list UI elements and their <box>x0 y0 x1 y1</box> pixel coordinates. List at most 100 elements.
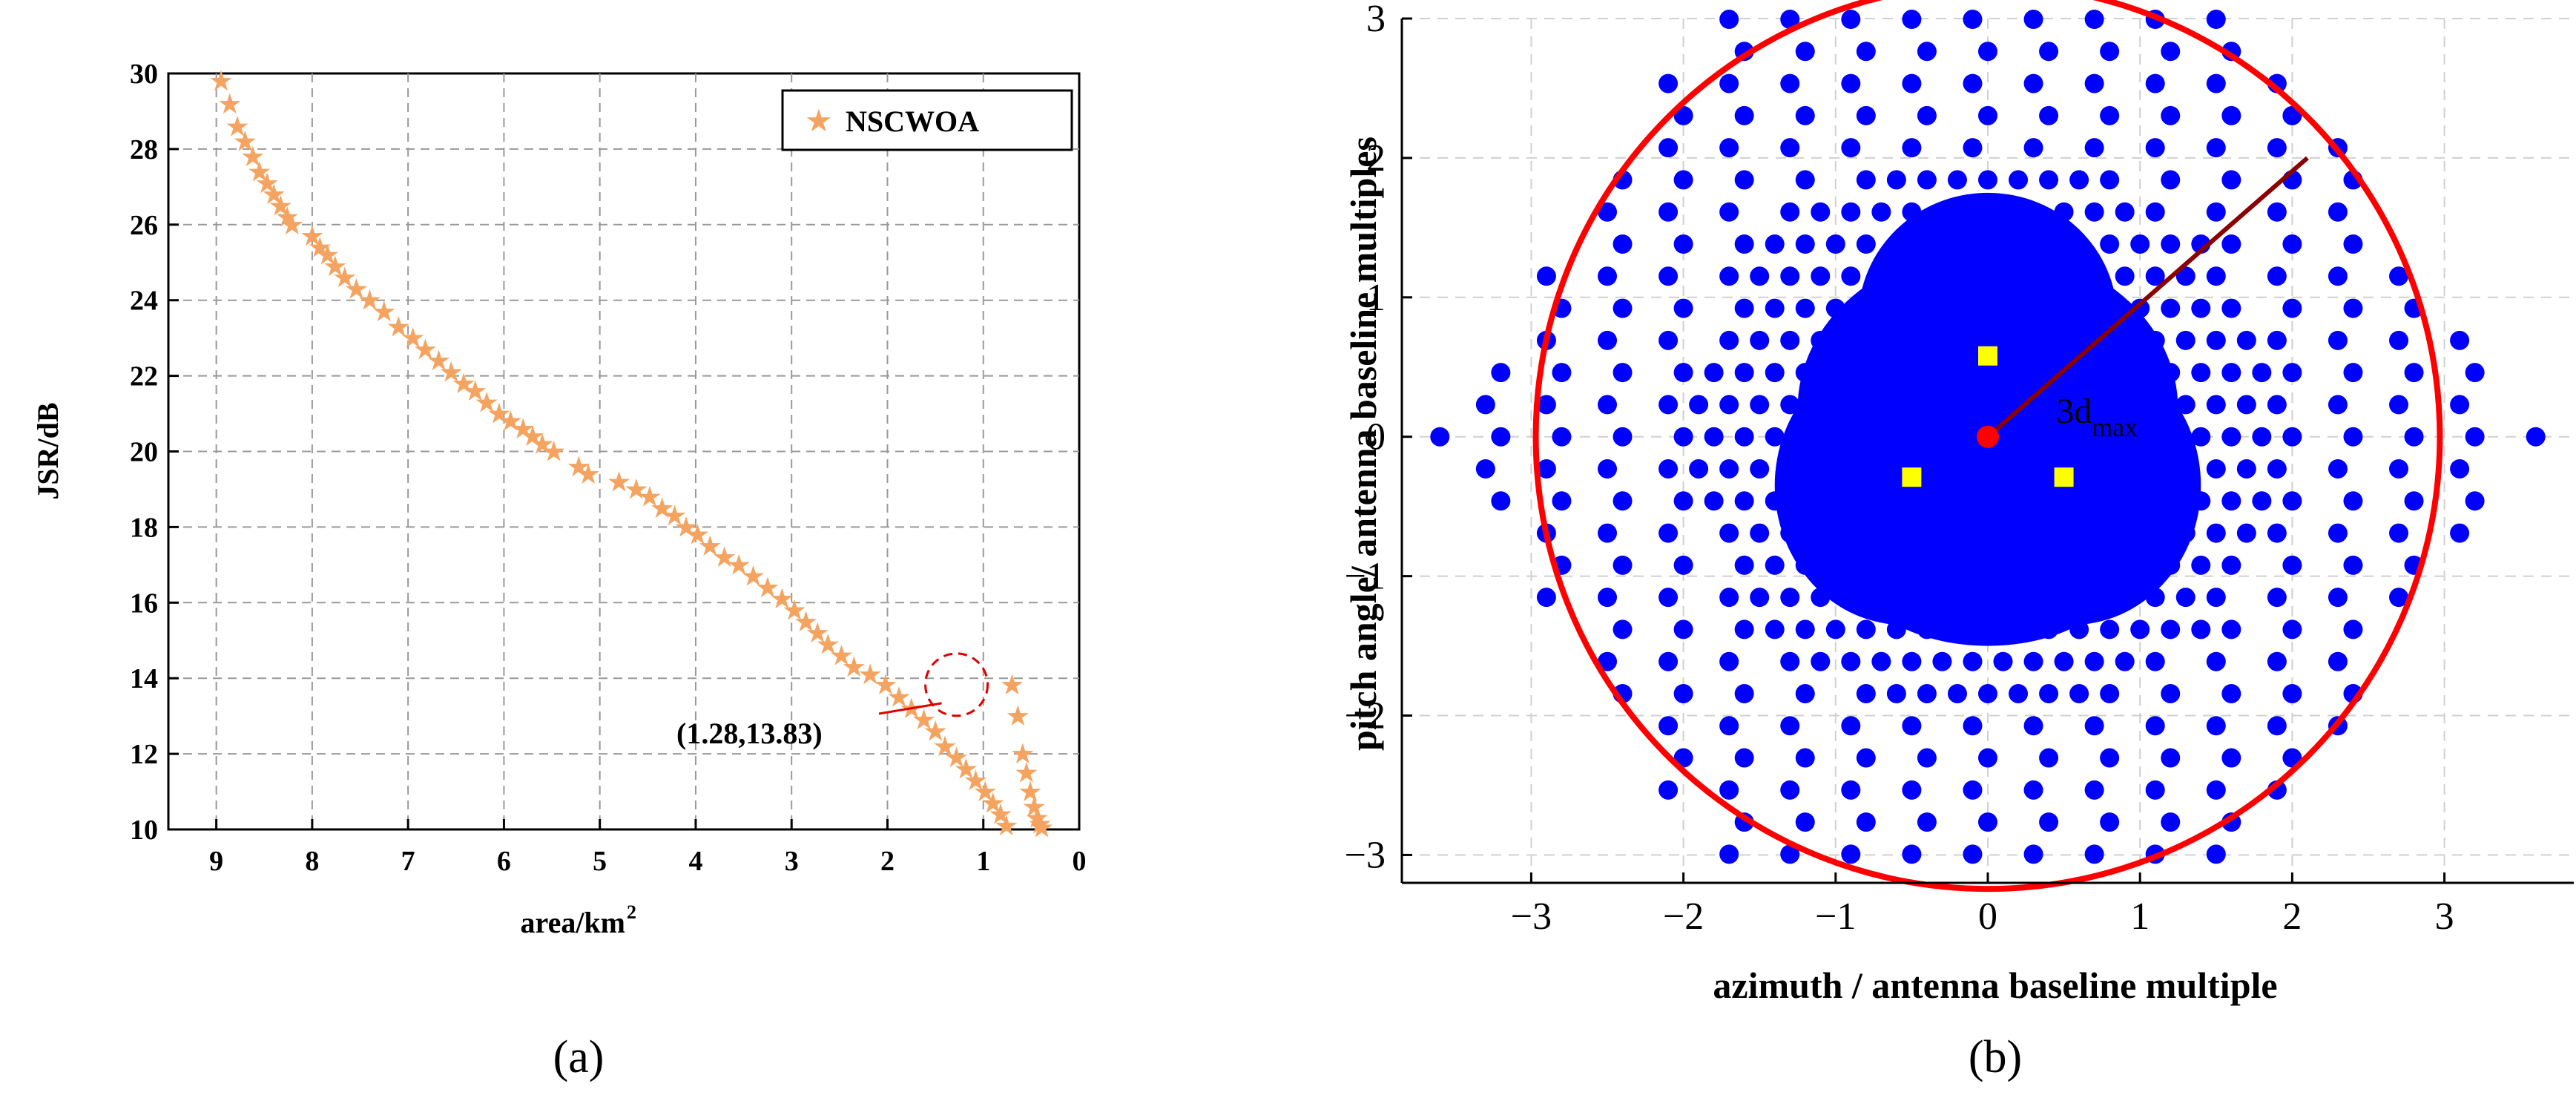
candidate-point <box>2267 716 2287 736</box>
data-point-star: ★ <box>769 584 794 615</box>
candidate-point <box>1673 555 1693 575</box>
candidate-point <box>2465 491 2485 511</box>
candidate-point <box>1536 588 1556 608</box>
candidate-point <box>2328 395 2348 415</box>
candidate-point <box>1856 170 1876 190</box>
candidate-point <box>1475 458 1495 479</box>
y-tick-label: 28 <box>130 134 158 165</box>
candidate-point <box>2115 202 2135 222</box>
candidate-point <box>1902 716 1922 736</box>
candidate-point <box>2175 395 2195 415</box>
candidate-point <box>1963 780 1983 800</box>
x-tick-label: 3 <box>2435 895 2454 938</box>
candidate-point <box>1765 619 1785 640</box>
dense-cluster <box>1851 479 2125 646</box>
candidate-point <box>2404 491 2424 511</box>
candidate-point <box>2161 812 2181 832</box>
candidate-point <box>1978 812 1997 832</box>
candidate-point <box>1841 266 1861 286</box>
candidate-point <box>1552 363 1572 383</box>
candidate-point <box>1871 202 1891 222</box>
candidate-point <box>1734 170 1754 190</box>
candidate-point <box>1750 458 1770 479</box>
candidate-point <box>1598 395 1618 415</box>
candidate-point <box>1734 555 1754 575</box>
candidate-point <box>1689 458 1709 479</box>
candidate-point <box>1734 298 1754 318</box>
candidate-point <box>2084 138 2104 158</box>
candidate-point <box>2328 330 2348 350</box>
panel-a-annotation: (1.28,13.83) <box>676 652 989 750</box>
candidate-point <box>1719 266 1739 286</box>
candidate-point <box>2343 363 2363 383</box>
candidate-point <box>1780 266 1800 286</box>
data-point-star: ★ <box>740 562 765 593</box>
data-point-star: ★ <box>726 550 751 581</box>
candidate-point <box>2450 458 2470 479</box>
data-point-star: ★ <box>386 312 411 343</box>
candidate-point <box>2206 266 2226 286</box>
candidate-point <box>2175 588 2195 608</box>
candidate-point <box>2175 330 2195 350</box>
candidate-point <box>1947 683 1967 703</box>
candidate-point <box>2221 234 2241 254</box>
candidate-point <box>1795 42 1815 62</box>
candidate-point <box>2343 234 2363 254</box>
candidate-point <box>2145 780 2165 800</box>
data-point-star: ★ <box>1018 777 1043 808</box>
candidate-point <box>1902 651 1922 671</box>
candidate-point <box>1963 73 1983 93</box>
candidate-point <box>2236 395 2256 415</box>
y-tick-label: 0 <box>1366 416 1386 458</box>
candidate-point <box>1734 234 1754 254</box>
data-point-star: ★ <box>912 705 937 736</box>
candidate-point <box>2023 844 2043 864</box>
candidate-point <box>1902 844 1922 864</box>
candidate-point <box>1673 234 1693 254</box>
candidate-point <box>1978 170 1997 190</box>
candidate-point <box>2039 170 2059 190</box>
y-tick-label: 22 <box>130 361 158 392</box>
y-tick-label: 16 <box>130 588 158 619</box>
candidate-point <box>2191 427 2211 447</box>
panel-a-xlabel: area/km <box>521 906 625 939</box>
data-point-star: ★ <box>994 811 1019 842</box>
x-tick-label: −1 <box>1815 895 1856 938</box>
data-point-star: ★ <box>247 157 272 188</box>
candidate-point <box>2343 555 2363 575</box>
candidate-point <box>2267 395 2287 415</box>
candidate-point <box>2039 812 2059 832</box>
annotation-label: (1.28,13.83) <box>676 717 823 750</box>
data-point-star: ★ <box>498 407 523 438</box>
candidate-point <box>1734 363 1754 383</box>
candidate-point <box>1856 619 1876 640</box>
candidate-point <box>1750 588 1770 608</box>
data-point-star: ★ <box>357 286 382 317</box>
data-point-star: ★ <box>315 240 340 272</box>
candidate-point <box>1475 395 1495 415</box>
candidate-point <box>2221 491 2241 511</box>
data-point-star: ★ <box>805 618 830 649</box>
candidate-point <box>1734 619 1754 640</box>
candidate-point <box>1750 330 1770 350</box>
candidate-point <box>1734 748 1754 768</box>
candidate-point <box>2221 683 2241 703</box>
data-point-star: ★ <box>873 670 898 701</box>
candidate-point <box>2206 523 2226 543</box>
candidate-point <box>1704 363 1724 383</box>
data-point-star: ★ <box>307 232 332 263</box>
candidate-point <box>1673 491 1693 511</box>
candidate-point <box>2282 427 2302 447</box>
candidate-point <box>2206 716 2226 736</box>
candidate-point <box>1917 683 1937 703</box>
candidate-point <box>1598 651 1618 671</box>
candidate-point <box>1917 170 1937 190</box>
data-point-star: ★ <box>999 670 1024 701</box>
x-tick-label: 4 <box>688 846 702 877</box>
candidate-point <box>2252 363 2272 383</box>
data-point-star: ★ <box>1027 809 1053 840</box>
candidate-point <box>2343 491 2363 511</box>
candidate-point <box>2236 330 2256 350</box>
x-tick-label: 1 <box>976 846 990 877</box>
